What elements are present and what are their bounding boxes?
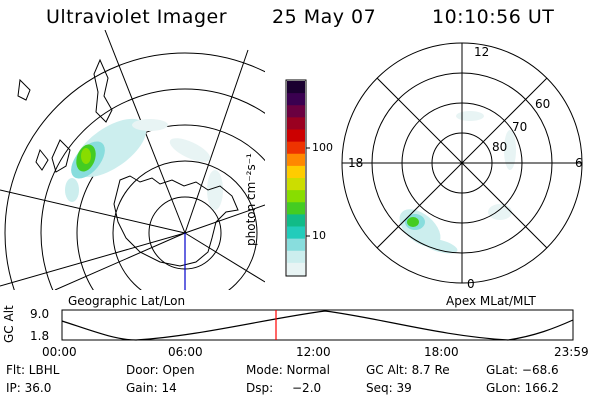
- filter-info: Flt: LBHL: [6, 363, 60, 377]
- alt-xtick-1: 06:00: [168, 345, 203, 359]
- colorbar-swatch: [287, 178, 305, 191]
- alt-axis-label: GC Alt: [2, 305, 16, 343]
- mlt-polar-plot: [341, 42, 583, 284]
- colorbar-swatch: [287, 141, 305, 155]
- ip-info: IP: 36.0: [6, 381, 52, 395]
- gain-info: Gain: 14: [126, 381, 177, 395]
- colorbar-unit-label: photon cm⁻²s⁻¹: [244, 153, 258, 246]
- observation-date: 25 May 07: [272, 6, 377, 28]
- aurora-emission-left: [65, 118, 223, 210]
- colorbar-swatch: [287, 250, 305, 264]
- mlat-label-70: 70: [512, 120, 528, 134]
- door-info: Door: Open: [126, 363, 195, 377]
- mlt-label-6: 6: [575, 156, 583, 170]
- alt-xtick-0: 00:00: [42, 345, 77, 359]
- colorbar-swatches: [287, 81, 305, 276]
- alt-xtick-4: 23:59: [554, 345, 589, 359]
- alt-xtick-3: 18:00: [424, 345, 459, 359]
- alt-xtick-2: 12:00: [296, 345, 331, 359]
- colorbar-swatch: [287, 190, 305, 203]
- colorbar-swatch: [287, 105, 305, 118]
- dsp-label: Dsp:: [246, 381, 274, 395]
- geographic-map: [0, 30, 265, 290]
- mlat-label-80: 80: [492, 140, 508, 154]
- colorbar-swatch: [287, 93, 305, 106]
- mode-info: Mode: Normal: [246, 363, 330, 377]
- colorbar-swatch: [287, 81, 305, 94]
- gc-alt-plot: [61, 309, 574, 341]
- orbit-altitude-curve: [61, 310, 574, 341]
- glat-info: GLat: −68.6: [486, 363, 559, 377]
- longitude-lines: [0, 30, 265, 290]
- colorbar-swatch: [287, 129, 305, 143]
- alt-ymax-label: 9.0: [30, 307, 50, 321]
- mlt-label-0: 0: [467, 277, 475, 291]
- gc-alt-info: GC Alt: 8.7 Re: [366, 363, 450, 377]
- coastlines: [17, 58, 239, 267]
- colorbar-swatch: [287, 262, 305, 276]
- dsp-value: −2.0: [292, 381, 322, 395]
- colorbar-swatch: [287, 238, 305, 252]
- glon-info: GLon: 166.2: [486, 381, 559, 395]
- mlt-label-18: 18: [348, 156, 364, 170]
- alt-ymin-label: 1.8: [30, 329, 50, 343]
- observation-time: 10:10:56 UT: [432, 6, 555, 28]
- colorbar-tick-10: 10: [312, 229, 326, 242]
- colorbar-swatch: [287, 117, 305, 131]
- colorbar-tick-100: 100: [312, 141, 333, 154]
- colorbar-swatch: [287, 202, 305, 215]
- apex-panel-label: Apex MLat/MLT: [446, 294, 536, 308]
- colorbar-swatch: [287, 226, 305, 240]
- seq-info: Seq: 39: [366, 381, 412, 395]
- colorbar: [285, 79, 310, 277]
- mlat-label-60: 60: [535, 97, 551, 111]
- colorbar-swatch: [287, 153, 305, 167]
- mlt-label-12: 12: [474, 45, 490, 59]
- geographic-panel-label: Geographic Lat/Lon: [68, 294, 186, 308]
- colorbar-swatch: [287, 165, 305, 179]
- instrument-title: Ultraviolet Imager: [46, 6, 228, 28]
- colorbar-swatch: [287, 214, 305, 228]
